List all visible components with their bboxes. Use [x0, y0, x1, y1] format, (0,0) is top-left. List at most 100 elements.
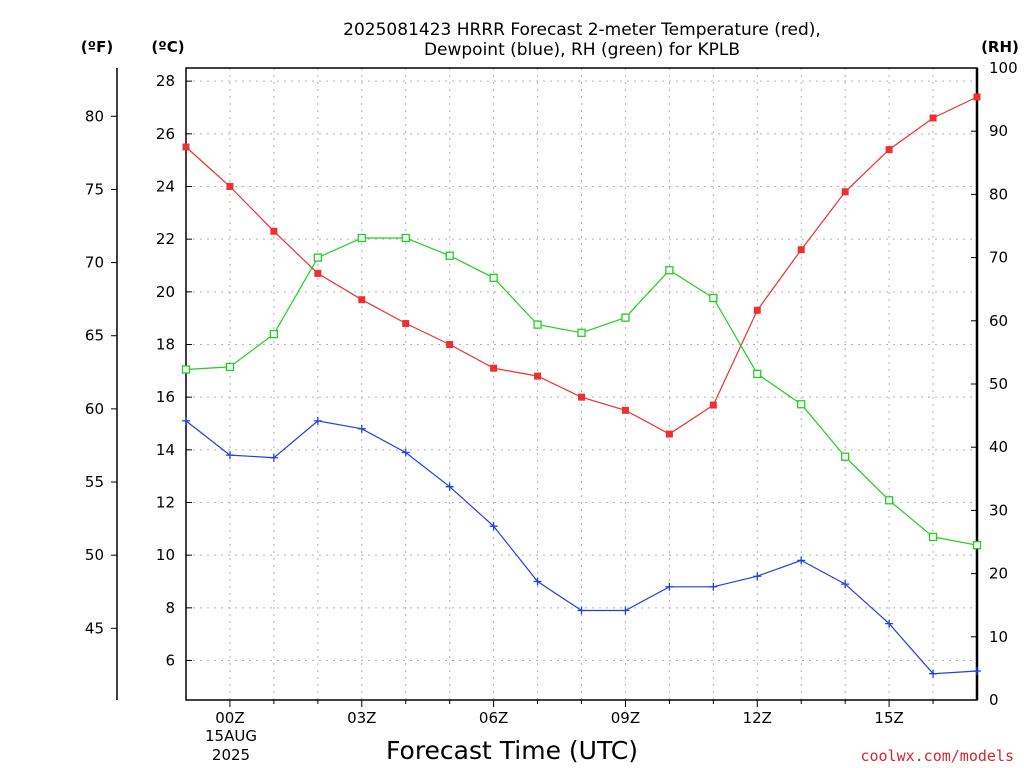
dewpoint-point: [929, 669, 938, 678]
rh-point: [797, 400, 806, 409]
dewpoint-point: [313, 416, 322, 425]
temperature-point: [226, 183, 234, 190]
rh-axis: 0 10 20 30 40 50 60 70 80 90 100: [971, 59, 1018, 709]
temperature-point: [402, 319, 410, 327]
fahrenheit-axis-unit: (ºF): [81, 38, 113, 56]
dewpoint-point: [489, 522, 498, 531]
temperature-point: [578, 393, 585, 401]
rh-point: [753, 369, 762, 379]
dewpoint-point: [577, 606, 586, 615]
dewpoint-point: [709, 582, 718, 591]
rh-tick-label: 70: [989, 249, 1008, 267]
rh-point: [709, 293, 718, 303]
rh-tick-label: 80: [989, 185, 1008, 203]
fahrenheit-tick-label: 70: [85, 254, 104, 272]
dewpoint-point: [533, 577, 542, 586]
chart-title: 2025081423 HRRR Forecast 2-meter Tempera…: [343, 20, 821, 40]
dewpoint-point: [357, 424, 366, 433]
rh-point: [577, 328, 586, 337]
rh-point: [928, 532, 938, 542]
rh-point: [225, 362, 235, 372]
rh-point: [533, 320, 542, 329]
celsius-tick-label: 8: [165, 599, 175, 617]
rh-point: [445, 251, 454, 260]
rh-tick-label: 10: [989, 628, 1008, 646]
fahrenheit-tick-label: 75: [85, 180, 104, 198]
rh-tick-label: 20: [989, 565, 1008, 583]
rh-point: [841, 452, 850, 461]
temperature-point: [314, 269, 322, 277]
temperature-point: [797, 246, 805, 254]
temperature-point: [490, 364, 498, 372]
fahrenheit-tick-label: 45: [85, 619, 104, 637]
x-tick-label: 06Z: [479, 709, 508, 727]
x-tick-label: 15Z: [874, 709, 903, 727]
rh-point: [489, 273, 498, 282]
celsius-tick-label: 16: [156, 388, 175, 406]
dewpoint-point: [621, 606, 630, 615]
celsius-tick-label: 22: [156, 230, 175, 248]
dewpoint-point: [797, 556, 806, 565]
temperature-point: [841, 188, 849, 196]
rh-point: [181, 365, 191, 374]
celsius-tick-label: 14: [156, 441, 175, 459]
rh-point: [313, 253, 322, 262]
credit-label: coolwx.com/models: [860, 747, 1014, 765]
axes: [116, 67, 979, 701]
temperature-point: [270, 227, 278, 235]
celsius-axis: 6 8 10 12 14 16 18 20 22 24 26 28: [156, 72, 192, 670]
rh-point: [665, 266, 674, 275]
celsius-tick-label: 12: [156, 494, 175, 512]
celsius-tick-label: 26: [156, 125, 175, 143]
dewpoint-point: [753, 572, 762, 581]
temperature-point: [753, 306, 761, 314]
x-tick-label: 12Z: [743, 709, 772, 727]
dewpoint-point: [225, 451, 234, 460]
fahrenheit-tick-label: 55: [85, 473, 104, 491]
x-tick-label: 03Z: [347, 709, 376, 727]
celsius-tick-label: 10: [156, 546, 175, 564]
series: [181, 93, 982, 678]
rh-point: [269, 329, 279, 339]
rh-tick-label: 40: [989, 438, 1008, 456]
rh-point: [621, 313, 630, 322]
temperature-point: [621, 406, 629, 414]
celsius-tick-label: 6: [165, 652, 175, 670]
dewpoint-point: [841, 580, 850, 589]
dewpoint-point: [182, 416, 190, 425]
celsius-tick-label: 20: [156, 283, 175, 301]
fahrenheit-tick-label: 65: [85, 327, 104, 345]
rh-axis-unit: (RH): [981, 38, 1019, 56]
dewpoint-point: [885, 619, 894, 628]
celsius-tick-label: 18: [156, 336, 175, 354]
celsius-tick-label: 24: [156, 178, 175, 196]
fahrenheit-tick-label: 80: [85, 107, 104, 125]
fahrenheit-axis: 45 50 55 60 65 70 75 80: [85, 107, 117, 637]
temperature-point: [709, 401, 717, 409]
rh-point: [884, 496, 894, 505]
rh-point: [357, 233, 366, 243]
dewpoint-point: [269, 453, 278, 462]
celsius-axis-unit: (ºC): [151, 38, 184, 56]
x-axis-title: Forecast Time (UTC): [386, 736, 638, 765]
temperature-point: [929, 114, 937, 122]
dewpoint-point: [973, 667, 981, 676]
rh-tick-label: 90: [989, 122, 1008, 140]
dewpoint-point: [401, 448, 410, 457]
x-tick-label: 09Z: [611, 709, 640, 727]
rh-tick-label: 100: [989, 59, 1018, 77]
x-date-label-day: 15AUG: [205, 727, 257, 745]
temperature-point: [534, 372, 542, 380]
rh-tick-label: 0: [989, 691, 999, 709]
temperature-point: [358, 296, 366, 304]
dewpoint-point: [665, 582, 674, 591]
rh-point: [972, 541, 982, 550]
temperature-point: [665, 430, 673, 438]
dewpoint-point: [445, 482, 454, 491]
rh-tick-label: 50: [989, 375, 1008, 393]
fahrenheit-tick-label: 60: [85, 400, 104, 418]
x-date-label-year: 2025: [212, 746, 250, 764]
grid: [186, 68, 977, 700]
x-tick-label: 00Z: [215, 709, 244, 727]
